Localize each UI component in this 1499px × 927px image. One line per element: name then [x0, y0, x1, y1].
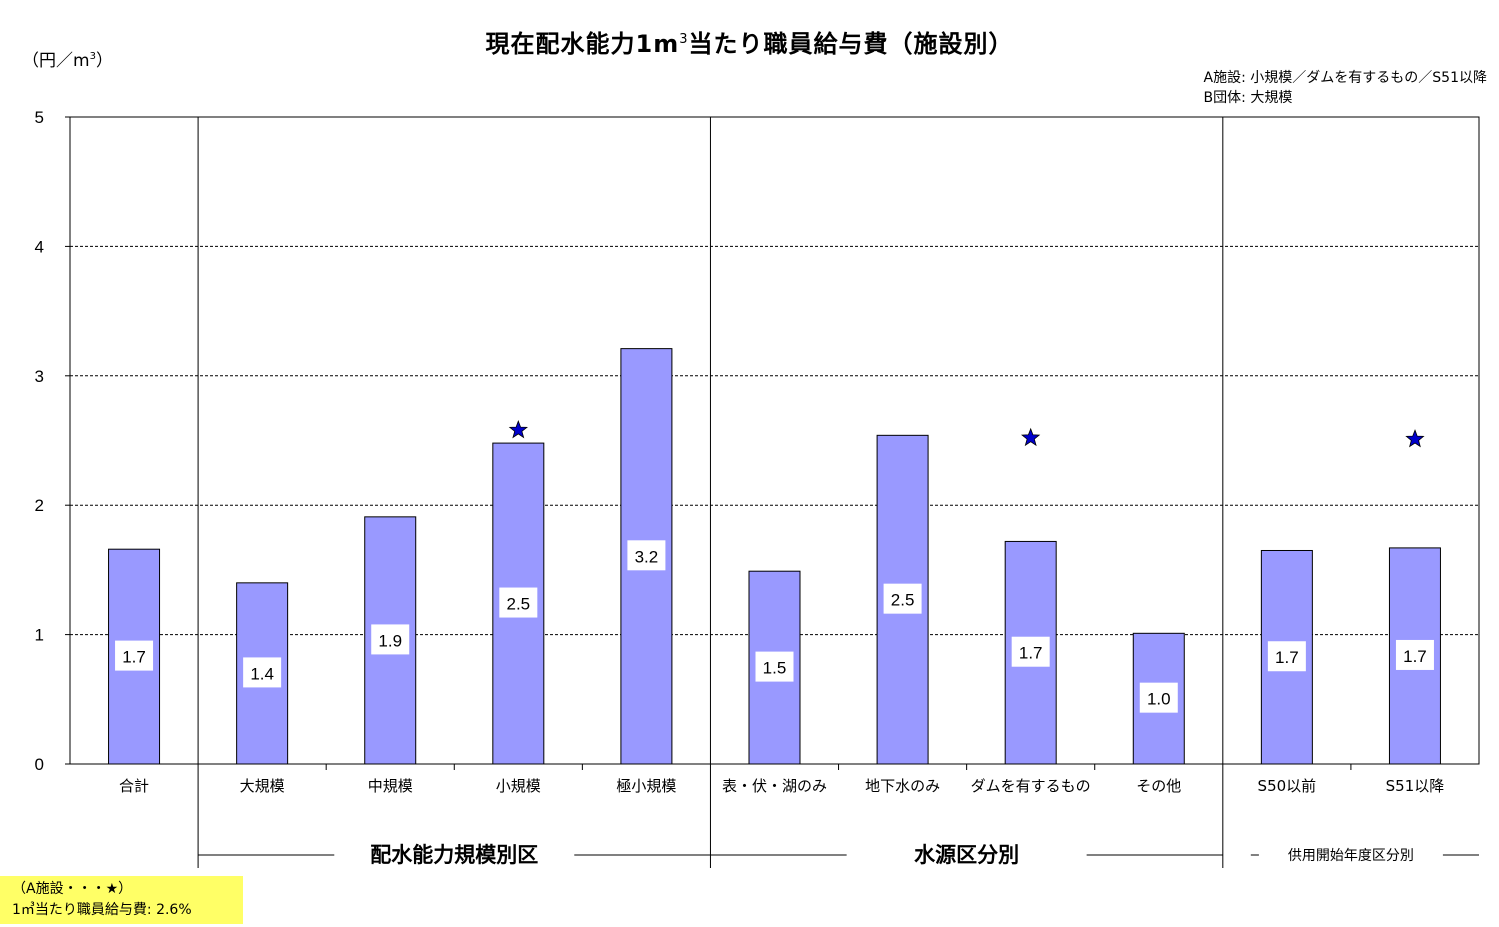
- legend-note: A施設: 小規模／ダムを有するもの／S51以降 B団体: 大規模: [1204, 68, 1487, 108]
- value-label-box: [1267, 641, 1306, 672]
- category-label: S51以降: [1386, 777, 1445, 795]
- y-tick-label: 5: [35, 108, 44, 127]
- legend-note-line1: A施設: 小規模／ダムを有するもの／S51以降: [1203, 70, 1487, 86]
- category-label: 中規模: [368, 777, 413, 795]
- y-tick-label: 3: [35, 367, 44, 386]
- value-label: 1.4: [250, 664, 274, 683]
- group-label: 水源区分別: [914, 843, 1019, 867]
- value-label: 1.7: [1403, 647, 1427, 666]
- value-label-box: [371, 624, 410, 655]
- value-label: 1.0: [1147, 690, 1171, 709]
- value-label-box: [1139, 682, 1178, 713]
- value-label-box: [755, 651, 794, 682]
- unit-sup: 3: [89, 51, 96, 62]
- chart-title: 現在配水能力1m3当たり職員給与費（施設別）: [0, 24, 1499, 59]
- chart-title-rest: 当たり職員給与費（施設別）: [688, 30, 1014, 58]
- y-tick-label: 1: [35, 626, 44, 645]
- note-box: （A施設・・・★） 1㎥当たり職員給与費: 2.6%: [0, 876, 243, 924]
- value-label: 3.2: [635, 547, 659, 566]
- y-axis-unit: （円／m3）: [22, 46, 113, 71]
- category-label: ダムを有するもの: [971, 777, 1091, 795]
- legend-note-line2: B団体: 大規模: [1203, 90, 1293, 106]
- category-label: 合計: [119, 777, 149, 795]
- unit-close: ）: [95, 51, 113, 71]
- chart-title-sup: 3: [679, 32, 689, 47]
- category-label: S50以前: [1258, 777, 1317, 795]
- value-label: 1.9: [378, 631, 402, 650]
- y-tick-label: 2: [35, 496, 44, 515]
- value-label: 1.5: [763, 659, 787, 678]
- y-tick-label: 4: [35, 237, 44, 256]
- value-label: 1.7: [1019, 644, 1043, 663]
- value-label-box: [883, 583, 922, 614]
- unit-open: （円／m: [22, 51, 90, 71]
- chart-title-main: 現在配水能力1m: [485, 30, 680, 58]
- value-label: 2.5: [506, 595, 530, 614]
- y-tick-label: 0: [35, 755, 44, 774]
- star-marker-icon: [1405, 429, 1425, 448]
- note-box-line2: 1㎥当たり職員給与費: 2.6%: [12, 902, 192, 918]
- value-label-box: [243, 657, 282, 688]
- value-label: 2.5: [891, 591, 915, 610]
- group-label: 供用開始年度区分別: [1288, 848, 1414, 864]
- value-label-box: [627, 540, 666, 571]
- category-label: その他: [1136, 777, 1181, 795]
- star-marker-icon: [508, 419, 528, 439]
- category-label: 大規模: [240, 777, 285, 795]
- category-label: 地下水のみ: [865, 777, 940, 795]
- note-box-line1: （A施設・・・★）: [12, 881, 133, 897]
- value-label: 1.7: [1275, 648, 1299, 667]
- category-label: 小規模: [496, 777, 541, 795]
- group-label: 配水能力規模別区: [370, 843, 538, 867]
- category-label: 極小規模: [616, 777, 676, 795]
- value-label-box: [499, 587, 538, 618]
- value-label-box: [1395, 639, 1434, 670]
- category-label: 表・伏・湖のみ: [722, 777, 827, 795]
- value-label-box: [1011, 636, 1050, 667]
- value-label: 1.7: [122, 648, 146, 667]
- star-marker-icon: [1021, 427, 1041, 447]
- value-label-box: [115, 640, 154, 671]
